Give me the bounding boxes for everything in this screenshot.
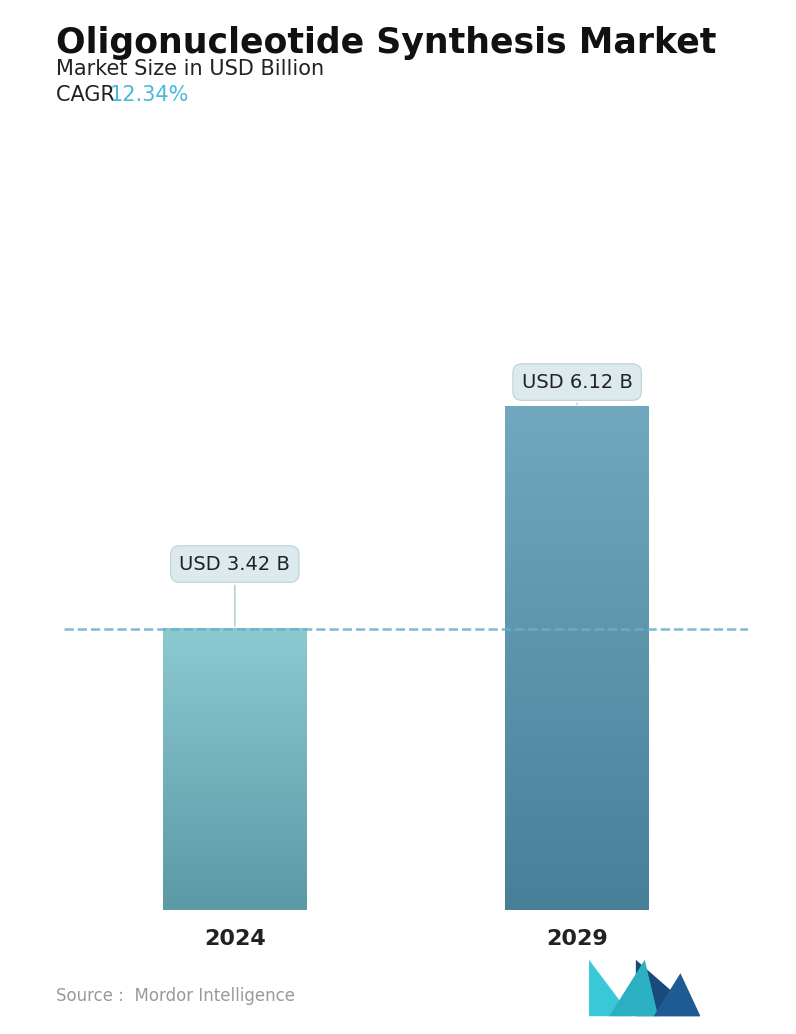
Text: Market Size in USD Billion: Market Size in USD Billion (56, 59, 324, 79)
Text: USD 6.12 B: USD 6.12 B (521, 372, 633, 404)
Text: Oligonucleotide Synthesis Market: Oligonucleotide Synthesis Market (56, 26, 716, 60)
Polygon shape (589, 960, 631, 1016)
Text: 12.34%: 12.34% (110, 85, 189, 104)
Polygon shape (636, 960, 700, 1016)
Polygon shape (654, 973, 700, 1016)
Polygon shape (609, 960, 658, 1016)
Text: CAGR: CAGR (56, 85, 128, 104)
Text: USD 3.42 B: USD 3.42 B (179, 554, 291, 626)
Text: Source :  Mordor Intelligence: Source : Mordor Intelligence (56, 987, 295, 1005)
